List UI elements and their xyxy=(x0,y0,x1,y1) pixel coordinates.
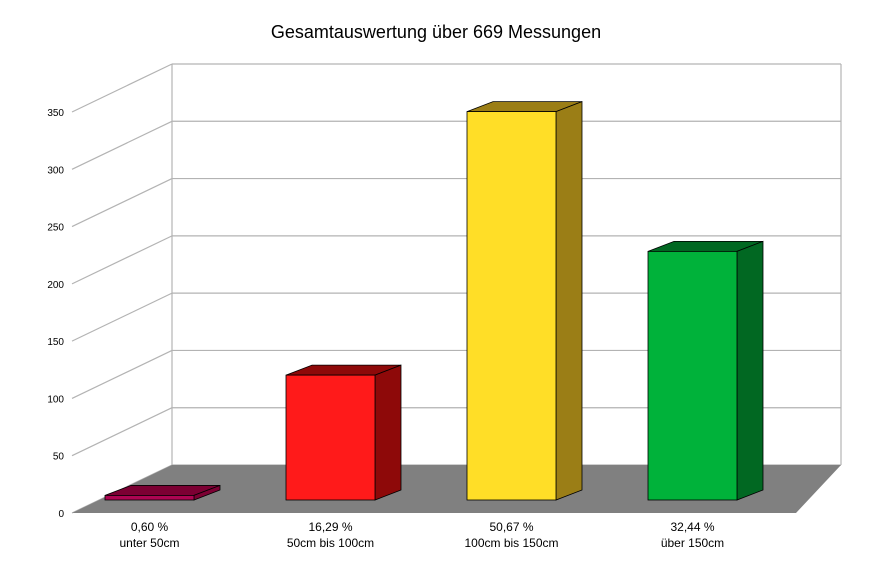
y-tick-label: 150 xyxy=(47,337,64,348)
x-tick-label: 100cm bis 150cm xyxy=(464,536,558,550)
x-tick-label: über 150cm xyxy=(661,536,724,550)
y-axis: 0 50 100 150 200 250 300 350 xyxy=(47,108,64,520)
x-tick-label: 32,44 % xyxy=(670,520,714,534)
gridline-side xyxy=(71,349,173,399)
bar xyxy=(104,484,221,501)
x-tick-label: 16,29 % xyxy=(308,520,352,534)
gridline-side xyxy=(71,292,173,342)
bar xyxy=(647,240,764,501)
bar xyxy=(466,101,583,501)
y-tick-label: 350 xyxy=(47,108,64,119)
y-tick-label: 50 xyxy=(53,452,65,463)
gridline-side xyxy=(71,407,173,457)
bar-front xyxy=(466,111,557,501)
bar xyxy=(285,364,402,501)
y-tick-label: 100 xyxy=(47,394,64,405)
y-tick-label: 0 xyxy=(58,509,64,520)
gridline-side xyxy=(71,235,173,285)
chart-title: Gesamtauswertung über 669 Messungen xyxy=(271,22,601,42)
x-axis: 0,60 % unter 50cm 16,29 % 50cm bis 100cm 50,… xyxy=(119,520,724,550)
bar-front xyxy=(285,374,376,501)
x-tick-label: 50cm bis 100cm xyxy=(287,536,374,550)
bars xyxy=(104,101,764,501)
gridline-side xyxy=(71,178,173,228)
gridline-side xyxy=(71,63,173,113)
x-tick-label: unter 50cm xyxy=(119,536,179,550)
y-tick-label: 300 xyxy=(47,165,64,176)
y-tick-label: 250 xyxy=(47,223,64,234)
gridline-side xyxy=(71,120,173,170)
x-tick-label: 0,60 % xyxy=(131,520,169,534)
bar-front xyxy=(104,495,195,501)
y-tick-label: 200 xyxy=(47,280,64,291)
x-tick-label: 50,67 % xyxy=(489,520,533,534)
bar-side xyxy=(374,364,402,501)
bar-front xyxy=(647,250,738,501)
bar-side xyxy=(736,240,764,501)
bar-side xyxy=(555,101,583,501)
